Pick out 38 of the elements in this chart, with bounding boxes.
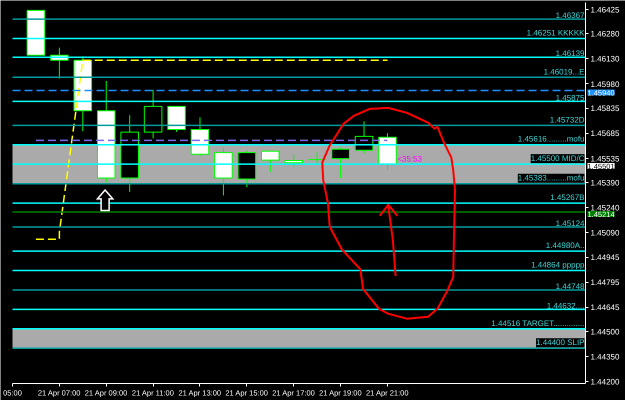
y-tick-label: 1.44350 [590, 352, 620, 362]
candlestick [284, 154, 304, 168]
ref-line-label: 1.44864 ppppp [531, 260, 586, 270]
y-tick-label: 1.44795 [590, 278, 620, 288]
y-tick-label: 1.44645 [590, 303, 620, 312]
candlestick [331, 147, 350, 179]
y-tick-label: 1.45685 [590, 129, 620, 138]
ref-line-label: 1.45124 [556, 219, 586, 228]
y-tick-label: 1.44200 [590, 378, 620, 387]
ref-line-label: 1.44632.... [546, 301, 585, 310]
y-tick-label: 1.46425 [590, 5, 620, 14]
ref-line-label: 1.45267B [550, 193, 585, 202]
y-tick-label: 1.46130 [590, 54, 620, 64]
ref-line-label: 1.46367 [556, 11, 586, 20]
ref-line-label: 1.45500 MID/C [530, 154, 585, 164]
y-tick-label: 1.45090 [590, 228, 620, 238]
y-tick-label: 1.45980 [590, 80, 620, 89]
candlestick [167, 106, 186, 132]
ref-line-label: 1.44400 SLIP [536, 338, 584, 348]
ref-line-label: 1.44980A.. [546, 241, 585, 250]
ref-line-label: 1.45616.........mofu [518, 134, 585, 144]
candlestick [308, 151, 326, 165]
y-tick-label: 1.45835 [590, 104, 620, 114]
ref-line-label: 1.45732D [550, 115, 585, 124]
y-tick-label: 1.45535 [590, 154, 620, 164]
y-tick-label: 1.44945 [590, 253, 620, 262]
ref-line-label: 1.45383.........mofu [518, 174, 585, 183]
y-tick-label: 1.46280 [590, 30, 620, 39]
ref-line-label: 1.46139 [556, 49, 586, 58]
ref-line-label: 1.46251 KKKKK [526, 28, 586, 38]
candlestick [261, 150, 280, 172]
y-tick-label: 1.45390 [590, 178, 620, 188]
ref-line-label: 1.46019...E [544, 67, 584, 76]
ref-line-label: 1.44516 TARGET.............. [491, 318, 584, 328]
ref-line-label: 1.45875 [556, 93, 586, 102]
ref-line-label: 1.44748 [556, 282, 586, 291]
annotation: <35:53 [397, 154, 422, 164]
y-tick-label: 1.44500 [590, 327, 620, 336]
